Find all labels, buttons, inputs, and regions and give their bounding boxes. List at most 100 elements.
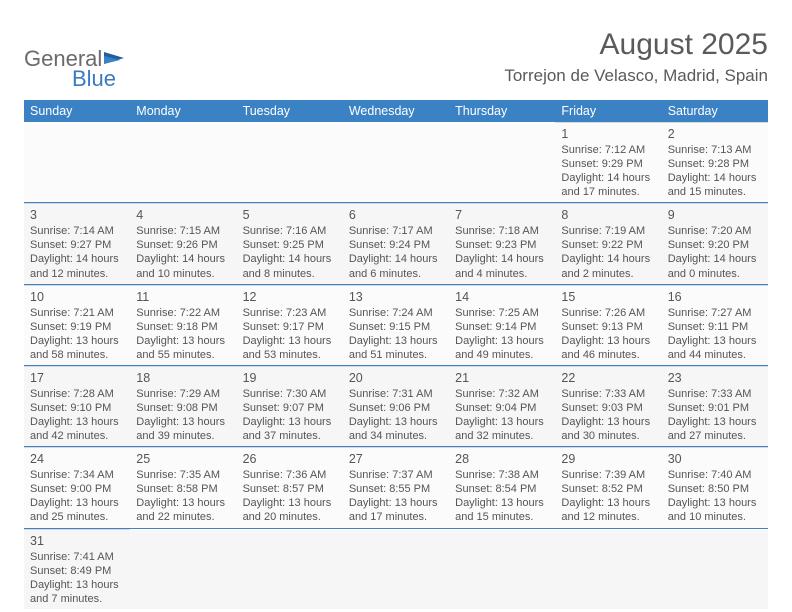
daylight-text: Daylight: 13 hours and 46 minutes.	[561, 334, 657, 362]
daylight-text: Daylight: 13 hours and 25 minutes.	[30, 496, 126, 524]
sunrise-text: Sunrise: 7:34 AM	[30, 468, 126, 482]
sunset-text: Sunset: 8:52 PM	[561, 482, 657, 496]
daylight-text: Daylight: 13 hours and 58 minutes.	[30, 334, 126, 362]
day-number: 5	[243, 207, 339, 223]
daylight-text: Daylight: 13 hours and 10 minutes.	[668, 496, 764, 524]
daylight-text: Daylight: 13 hours and 49 minutes.	[455, 334, 551, 362]
sunrise-text: Sunrise: 7:32 AM	[455, 387, 551, 401]
day-number: 13	[349, 289, 445, 305]
empty-cell	[237, 529, 343, 609]
daylight-text: Daylight: 13 hours and 39 minutes.	[136, 415, 232, 443]
sunrise-text: Sunrise: 7:22 AM	[136, 306, 232, 320]
sunset-text: Sunset: 9:23 PM	[455, 238, 551, 252]
day-cell: 14Sunrise: 7:25 AMSunset: 9:14 PMDayligh…	[449, 285, 555, 365]
sunset-text: Sunset: 9:07 PM	[243, 401, 339, 415]
sunset-text: Sunset: 9:26 PM	[136, 238, 232, 252]
daylight-text: Daylight: 13 hours and 15 minutes.	[455, 496, 551, 524]
day-number: 24	[30, 451, 126, 467]
sunset-text: Sunset: 9:27 PM	[30, 238, 126, 252]
sunset-text: Sunset: 8:57 PM	[243, 482, 339, 496]
sunset-text: Sunset: 8:55 PM	[349, 482, 445, 496]
day-cell: 8Sunrise: 7:19 AMSunset: 9:22 PMDaylight…	[555, 203, 661, 283]
day-number: 21	[455, 370, 551, 386]
day-cell: 30Sunrise: 7:40 AMSunset: 8:50 PMDayligh…	[662, 447, 768, 527]
day-number: 22	[561, 370, 657, 386]
sunrise-text: Sunrise: 7:38 AM	[455, 468, 551, 482]
empty-cell	[343, 529, 449, 609]
sunrise-text: Sunrise: 7:35 AM	[136, 468, 232, 482]
daylight-text: Daylight: 14 hours and 12 minutes.	[30, 252, 126, 280]
daylight-text: Daylight: 13 hours and 17 minutes.	[349, 496, 445, 524]
daylight-text: Daylight: 14 hours and 10 minutes.	[136, 252, 232, 280]
sunset-text: Sunset: 8:50 PM	[668, 482, 764, 496]
sunrise-text: Sunrise: 7:15 AM	[136, 224, 232, 238]
day-number: 3	[30, 207, 126, 223]
day-cell: 25Sunrise: 7:35 AMSunset: 8:58 PMDayligh…	[130, 447, 236, 527]
month-title: August 2025	[504, 28, 768, 62]
sunset-text: Sunset: 9:04 PM	[455, 401, 551, 415]
day-cell: 2Sunrise: 7:13 AMSunset: 9:28 PMDaylight…	[662, 122, 768, 202]
day-number: 12	[243, 289, 339, 305]
day-header: Thursday	[449, 100, 555, 122]
sunset-text: Sunset: 9:15 PM	[349, 320, 445, 334]
day-cell: 12Sunrise: 7:23 AMSunset: 9:17 PMDayligh…	[237, 285, 343, 365]
sunrise-text: Sunrise: 7:37 AM	[349, 468, 445, 482]
sunrise-text: Sunrise: 7:41 AM	[30, 550, 126, 564]
sunset-text: Sunset: 9:25 PM	[243, 238, 339, 252]
daylight-text: Daylight: 13 hours and 44 minutes.	[668, 334, 764, 362]
sunset-text: Sunset: 9:20 PM	[668, 238, 764, 252]
day-cell: 17Sunrise: 7:28 AMSunset: 9:10 PMDayligh…	[24, 366, 130, 446]
week-row: 1Sunrise: 7:12 AMSunset: 9:29 PMDaylight…	[24, 122, 768, 203]
sunset-text: Sunset: 9:08 PM	[136, 401, 232, 415]
day-cell: 15Sunrise: 7:26 AMSunset: 9:13 PMDayligh…	[555, 285, 661, 365]
day-cell: 1Sunrise: 7:12 AMSunset: 9:29 PMDaylight…	[555, 122, 661, 202]
day-number: 15	[561, 289, 657, 305]
empty-cell	[449, 122, 555, 202]
day-number: 6	[349, 207, 445, 223]
sunrise-text: Sunrise: 7:19 AM	[561, 224, 657, 238]
day-cell: 26Sunrise: 7:36 AMSunset: 8:57 PMDayligh…	[237, 447, 343, 527]
day-cell: 13Sunrise: 7:24 AMSunset: 9:15 PMDayligh…	[343, 285, 449, 365]
day-header: Wednesday	[343, 100, 449, 122]
sunrise-text: Sunrise: 7:30 AM	[243, 387, 339, 401]
day-number: 9	[668, 207, 764, 223]
day-number: 8	[561, 207, 657, 223]
daylight-text: Daylight: 13 hours and 42 minutes.	[30, 415, 126, 443]
week-row: 24Sunrise: 7:34 AMSunset: 9:00 PMDayligh…	[24, 447, 768, 528]
day-cell: 6Sunrise: 7:17 AMSunset: 9:24 PMDaylight…	[343, 203, 449, 283]
day-cell: 27Sunrise: 7:37 AMSunset: 8:55 PMDayligh…	[343, 447, 449, 527]
daylight-text: Daylight: 13 hours and 22 minutes.	[136, 496, 232, 524]
sunset-text: Sunset: 9:19 PM	[30, 320, 126, 334]
day-header-row: SundayMondayTuesdayWednesdayThursdayFrid…	[24, 100, 768, 122]
sunrise-text: Sunrise: 7:27 AM	[668, 306, 764, 320]
day-number: 20	[349, 370, 445, 386]
sunset-text: Sunset: 9:10 PM	[30, 401, 126, 415]
day-number: 14	[455, 289, 551, 305]
sunrise-text: Sunrise: 7:21 AM	[30, 306, 126, 320]
day-header: Sunday	[24, 100, 130, 122]
sunset-text: Sunset: 8:49 PM	[30, 564, 126, 578]
daylight-text: Daylight: 13 hours and 34 minutes.	[349, 415, 445, 443]
sunrise-text: Sunrise: 7:14 AM	[30, 224, 126, 238]
logo-text-2: Blue	[72, 66, 768, 92]
daylight-text: Daylight: 13 hours and 53 minutes.	[243, 334, 339, 362]
sunrise-text: Sunrise: 7:40 AM	[668, 468, 764, 482]
sunset-text: Sunset: 9:13 PM	[561, 320, 657, 334]
sunset-text: Sunset: 9:18 PM	[136, 320, 232, 334]
day-cell: 28Sunrise: 7:38 AMSunset: 8:54 PMDayligh…	[449, 447, 555, 527]
sunset-text: Sunset: 8:58 PM	[136, 482, 232, 496]
empty-cell	[555, 529, 661, 609]
empty-cell	[130, 122, 236, 202]
day-header: Friday	[555, 100, 661, 122]
sunset-text: Sunset: 9:24 PM	[349, 238, 445, 252]
day-number: 4	[136, 207, 232, 223]
day-cell: 16Sunrise: 7:27 AMSunset: 9:11 PMDayligh…	[662, 285, 768, 365]
day-cell: 24Sunrise: 7:34 AMSunset: 9:00 PMDayligh…	[24, 447, 130, 527]
day-number: 26	[243, 451, 339, 467]
day-number: 29	[561, 451, 657, 467]
empty-cell	[237, 122, 343, 202]
day-cell: 18Sunrise: 7:29 AMSunset: 9:08 PMDayligh…	[130, 366, 236, 446]
day-cell: 29Sunrise: 7:39 AMSunset: 8:52 PMDayligh…	[555, 447, 661, 527]
day-number: 18	[136, 370, 232, 386]
day-cell: 10Sunrise: 7:21 AMSunset: 9:19 PMDayligh…	[24, 285, 130, 365]
